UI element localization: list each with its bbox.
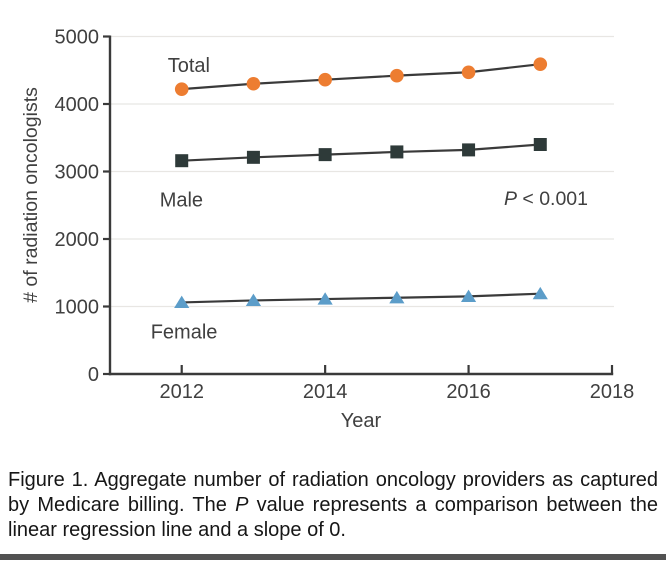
marker-square <box>390 145 404 159</box>
marker-circle <box>318 72 332 87</box>
y-tick-label: 5000 <box>55 27 100 49</box>
marker-circle <box>533 57 548 71</box>
marker-triangle <box>245 293 262 307</box>
x-tick-label: 2014 <box>303 381 348 403</box>
y-tick-label: 3000 <box>55 162 100 184</box>
series-female: Female <box>151 286 548 343</box>
x-tick-label: 2016 <box>446 381 491 403</box>
caption-text-2: value represents a comparison between th… <box>8 494 658 541</box>
marker-circle <box>461 65 476 80</box>
marker-circle <box>246 76 261 91</box>
series-line <box>181 63 541 91</box>
marker-square <box>246 150 260 164</box>
marker-circle <box>390 68 404 83</box>
bottom-border-bar <box>0 554 666 560</box>
series-male: Male <box>160 138 547 212</box>
x-tick-label: 2012 <box>159 381 204 403</box>
p-value-annotation: P < 0.001 <box>504 188 588 210</box>
marker-triangle <box>317 292 333 305</box>
x-axis-title: Year <box>341 410 382 432</box>
marker-triangle <box>460 289 477 302</box>
caption-p-italic: P <box>235 494 249 516</box>
marker-circle <box>174 82 189 96</box>
series-label-total: Total <box>168 55 210 77</box>
caption-text-1: Figure 1. Aggregate number of radiation … <box>8 469 658 516</box>
y-tick-label: 4000 <box>55 94 100 116</box>
p-value-rest: < 0.001 <box>517 188 588 210</box>
series-total: Total <box>168 55 548 96</box>
marker-square <box>533 138 547 151</box>
marker-triangle <box>389 290 405 304</box>
y-axis-title: # of radiation oncologists <box>20 87 42 303</box>
x-tick-label: 2018 <box>590 381 635 403</box>
y-tick-label: 2000 <box>55 229 100 251</box>
p-value-italic: P <box>504 188 517 210</box>
series-line <box>181 292 541 304</box>
y-tick-label: 1000 <box>55 297 100 319</box>
marker-square <box>318 148 332 162</box>
marker-triangle <box>532 286 548 300</box>
y-tick-label: 0 <box>88 364 99 386</box>
marker-triangle <box>174 295 190 309</box>
figure-caption: Figure 1. Aggregate number of radiation … <box>8 468 658 543</box>
series-label-male: Male <box>160 190 203 212</box>
marker-square <box>175 154 189 168</box>
marker-square <box>462 143 476 157</box>
series-line <box>181 143 541 162</box>
line-chart: 0 1000 2000 3000 4000 5000 2012 2014 2016 2018 Yea… <box>20 27 635 433</box>
series-label-female: Female <box>151 321 218 343</box>
